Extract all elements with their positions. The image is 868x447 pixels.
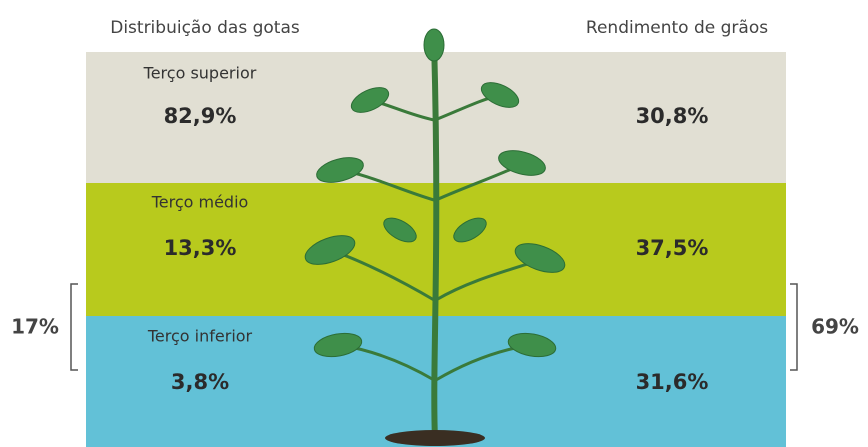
- right-value: 37,5%: [636, 236, 709, 260]
- left-value: 82,9%: [164, 104, 237, 128]
- row-label: Terço médio: [151, 193, 249, 212]
- right-value: 30,8%: [636, 104, 709, 128]
- bracket-right: [790, 284, 797, 370]
- infographic: Distribuição das gotas Rendimento de grã…: [0, 0, 868, 447]
- right-value: 31,6%: [636, 370, 709, 394]
- bracket-left: [71, 284, 78, 370]
- bracket-left-value: 17%: [11, 315, 59, 339]
- bracket-right-value: 69%: [811, 315, 859, 339]
- row-label: Terço superior: [143, 64, 257, 83]
- left-value: 13,3%: [164, 236, 237, 260]
- row-label: Terço inferior: [147, 327, 253, 346]
- header-left: Distribuição das gotas: [110, 18, 300, 38]
- header-right: Rendimento de grãos: [586, 18, 768, 38]
- left-value: 3,8%: [171, 370, 229, 394]
